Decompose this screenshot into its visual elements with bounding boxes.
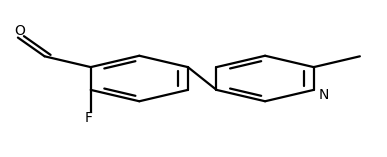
Text: O: O: [14, 24, 25, 38]
Text: F: F: [85, 111, 93, 125]
Text: N: N: [318, 88, 329, 102]
